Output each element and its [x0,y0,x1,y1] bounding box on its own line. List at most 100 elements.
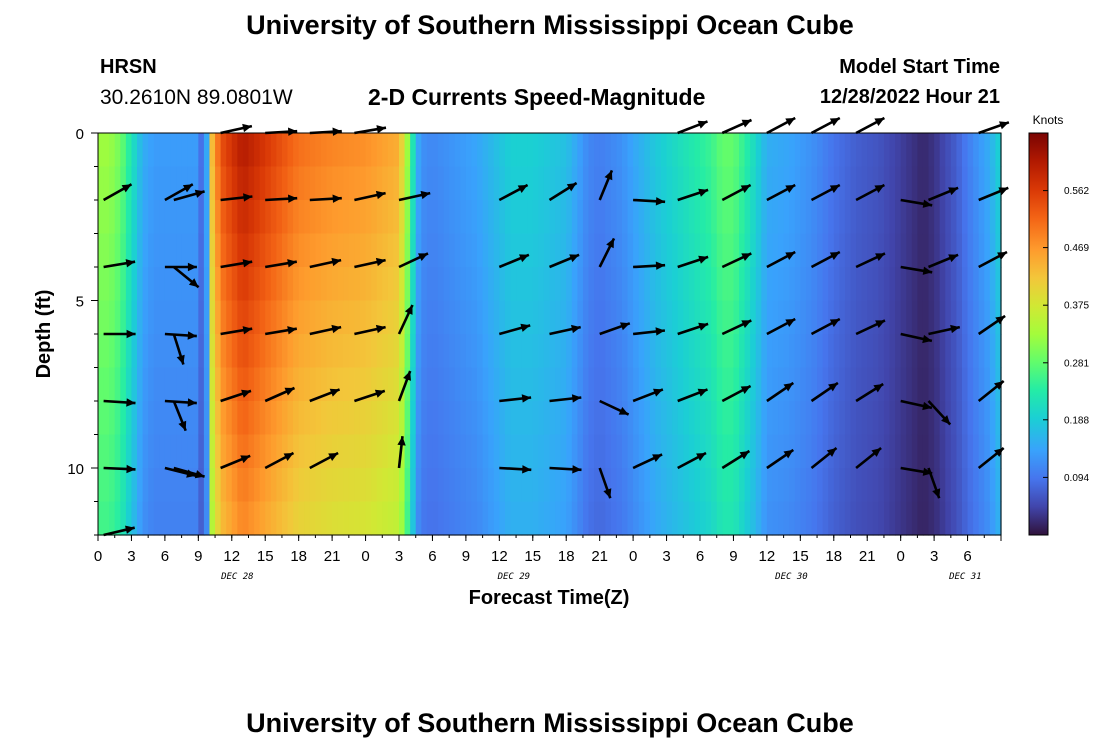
heat-cell [315,300,322,335]
heat-cell [978,166,985,201]
heat-cell [354,367,361,402]
heat-cell [454,200,461,235]
heat-cell [750,166,757,201]
heat-cell [454,166,461,201]
heat-cell [543,233,551,268]
heat-cell [555,401,562,436]
heat-cell [242,267,250,302]
heat-cell [376,200,383,235]
heat-cell [449,501,456,536]
heat-cell [237,468,244,503]
heat-cell [638,334,645,369]
heat-cell [555,501,562,536]
heat-cell [343,334,350,369]
heat-cell [956,334,963,369]
heat-cell [833,501,840,536]
heat-cell [872,300,879,335]
heat-cell [672,233,679,268]
heat-cell [889,267,896,302]
heat-cell [828,233,835,268]
heat-cell [610,334,617,369]
heat-cell [772,434,779,469]
heat-cell [895,334,902,369]
heat-cell [415,267,422,302]
heat-cell [527,233,534,268]
heat-cell [114,434,121,469]
heat-cell [410,133,417,168]
heat-cell [778,468,785,503]
heat-cell [644,468,651,503]
heat-cell [320,233,328,268]
heat-cell [961,401,969,436]
heat-cell [906,233,913,268]
heat-cell [839,200,846,235]
heat-cell [454,300,461,335]
heat-cell [421,300,428,335]
heat-cell [817,401,824,436]
heat-cell [672,166,679,201]
current-arrowhead [328,453,339,461]
heat-cell [332,367,339,402]
heat-cell [722,468,729,503]
heat-cell [376,267,383,302]
model-start-value: 12/28/2022 Hour 21 [819,86,1000,108]
heat-cell [939,200,946,235]
heat-cell [900,200,907,235]
heat-cell [906,166,913,201]
heat-cell [716,334,723,369]
heat-cell [828,401,835,436]
heat-cell [209,367,216,402]
heat-cell [131,434,138,469]
heat-cell [939,166,946,201]
heat-cell [683,401,690,436]
heat-cell [192,200,199,235]
current-arrowhead [922,401,932,411]
heat-cell [265,367,272,402]
heat-cell [989,233,997,268]
heat-cell [677,468,684,503]
heat-cell [293,133,300,168]
heat-cell [822,300,829,335]
heat-cell [666,233,673,268]
heat-cell [850,401,857,436]
heat-cell [438,334,445,369]
heat-cell [588,501,595,536]
heat-cell [655,200,662,235]
heat-cell [889,434,896,469]
heat-cell [237,434,244,469]
heat-cell [449,200,456,235]
heat-cell [817,267,824,302]
heat-cell [493,334,500,369]
heat-cell [438,200,445,235]
heat-cell [672,200,679,235]
heat-cell [242,434,250,469]
heat-cell [644,334,651,369]
heat-cell [700,267,707,302]
heat-cell [482,401,489,436]
heat-cell [348,267,355,302]
heat-cell [120,300,127,335]
heat-cell [510,200,517,235]
heat-cell [181,501,188,536]
heat-cell [510,434,517,469]
heat-cell [900,367,907,402]
heat-cell [159,166,166,201]
heat-cell [727,267,735,302]
heat-cell [438,300,445,335]
heat-cell [309,501,316,536]
heat-cell [426,233,434,268]
heat-cell [209,233,216,268]
heat-cell [649,166,656,201]
current-arrowhead [618,407,629,415]
current-arrowhead [187,398,197,407]
heat-cell [883,501,891,536]
heat-cell [633,267,640,302]
heat-cell [945,166,952,201]
heat-cell [404,166,411,201]
heat-cell [471,434,478,469]
heat-cell [410,233,417,268]
heat-cell [187,166,194,201]
heat-cell [627,334,634,369]
heat-cell [727,501,735,536]
heat-cell [287,468,294,503]
